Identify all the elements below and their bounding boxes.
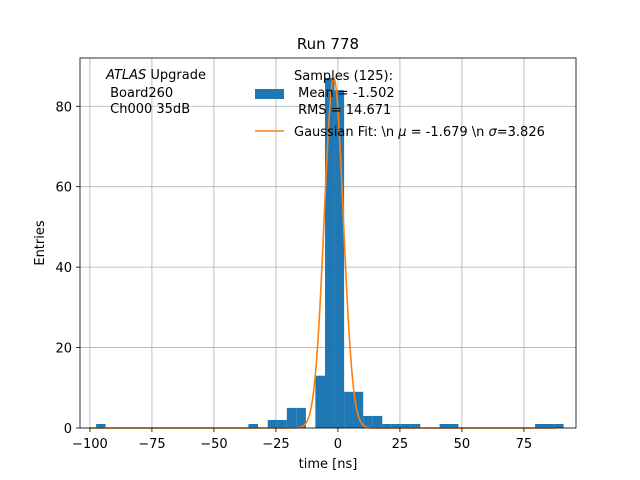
legend-gaussian-fit-label: Gaussian Fit: \n μ = -1.679 \n σ=3.826 xyxy=(294,125,545,140)
annotation-line-2: Board260 xyxy=(106,86,173,101)
fit-mu-symbol: μ xyxy=(397,125,406,140)
histogram-bar xyxy=(344,391,354,428)
fit-sigma-value: =3.826 xyxy=(497,125,545,140)
histogram-bar xyxy=(277,419,287,428)
x-axis-label: time [ns] xyxy=(299,457,358,472)
x-axis-ticks: −100 −75 −50 −25 0 25 50 75 xyxy=(72,428,532,452)
y-tick-label: 80 xyxy=(55,100,72,115)
histogram-bar xyxy=(372,415,383,428)
atlas-annotation: ATLAS Upgrade Board260 Ch000 35dB xyxy=(105,68,206,117)
atlas-label: ATLAS xyxy=(105,68,146,83)
histogram-bar xyxy=(315,375,326,428)
y-tick-label: 0 xyxy=(64,422,72,437)
fit-mu-value: = -1.679 \n xyxy=(407,125,489,140)
fit-label-prefix: Gaussian Fit: \n xyxy=(294,125,398,140)
histogram-bar xyxy=(334,90,345,428)
histogram-bar xyxy=(96,423,106,428)
x-tick-label: −75 xyxy=(138,437,165,452)
y-axis-ticks: 0 20 40 60 80 xyxy=(55,100,80,437)
histogram-bar xyxy=(535,423,545,428)
legend-samples-line-1: Samples (125): xyxy=(294,69,393,84)
histogram-bar xyxy=(382,423,392,428)
histogram-bar xyxy=(296,407,306,428)
histogram-bar xyxy=(248,423,259,428)
legend-swatch-histogram xyxy=(255,89,284,99)
histogram-bar xyxy=(439,423,450,428)
histogram-bar xyxy=(391,423,402,428)
y-tick-label: 60 xyxy=(55,181,72,196)
histogram-bar xyxy=(449,423,459,428)
x-tick-label: −25 xyxy=(262,437,289,452)
histogram-bar xyxy=(363,415,373,428)
plot-frame xyxy=(79,57,577,429)
y-tick-label: 40 xyxy=(55,261,72,276)
histogram-bar xyxy=(401,423,411,428)
x-tick-label: 0 xyxy=(334,437,342,452)
histogram-bar xyxy=(353,391,364,428)
legend: Samples (125): Mean = -1.502 RMS = 14.67… xyxy=(255,69,545,140)
histogram-bar xyxy=(554,423,564,428)
x-tick-label: 25 xyxy=(392,437,409,452)
x-tick-label: 50 xyxy=(454,437,471,452)
histogram-bars xyxy=(96,78,564,428)
histogram-bar xyxy=(267,419,278,428)
histogram-bar xyxy=(544,423,555,428)
histogram-bar xyxy=(286,407,297,428)
annotation-line-3: Ch000 35dB xyxy=(106,102,190,117)
histogram-bar xyxy=(410,423,421,428)
fit-sigma-symbol: σ xyxy=(489,125,498,140)
chart-title: Run 778 xyxy=(297,35,359,53)
x-tick-label: 75 xyxy=(516,437,533,452)
legend-samples-line-3: RMS = 14.671 xyxy=(294,103,391,118)
x-tick-label: −100 xyxy=(72,437,108,452)
annotation-line-1: ATLAS Upgrade xyxy=(105,68,206,83)
histogram-bar xyxy=(325,78,335,428)
y-axis-label: Entries xyxy=(33,220,48,266)
upgrade-label: Upgrade xyxy=(146,68,206,83)
legend-samples-line-2: Mean = -1.502 xyxy=(294,86,395,101)
x-tick-label: −50 xyxy=(200,437,227,452)
y-tick-label: 20 xyxy=(55,342,72,357)
